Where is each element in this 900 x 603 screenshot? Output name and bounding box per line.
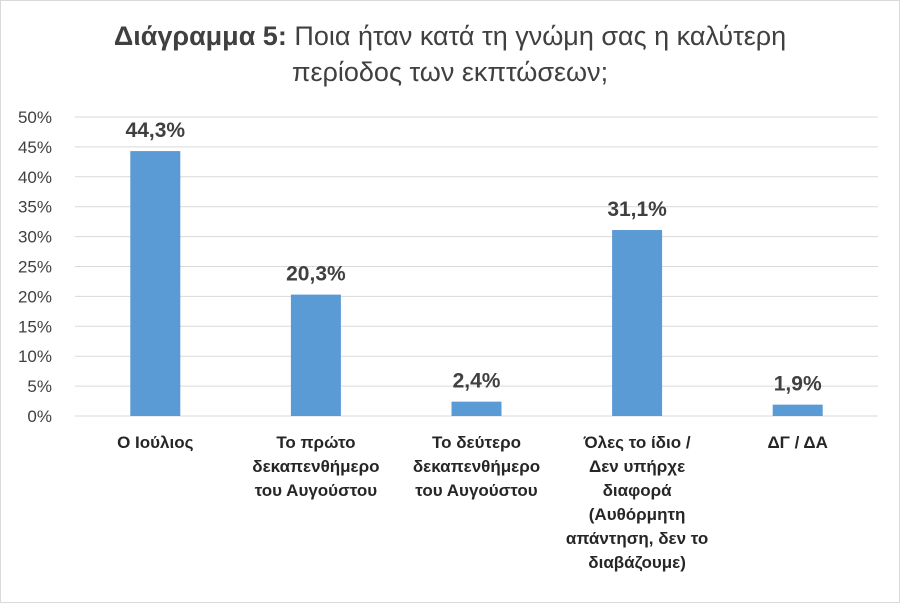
- x-tick-label: ΔΓ / ΔΑ: [767, 433, 827, 452]
- chart-title: Διάγραμμα 5: Ποια ήταν κατά τη γνώμη σας…: [0, 18, 900, 90]
- y-tick-label: 0%: [27, 407, 52, 426]
- y-tick-label: 35%: [18, 198, 52, 217]
- y-tick-label: 30%: [18, 228, 52, 247]
- chart-title-line2: περίοδος των εκπτώσεων;: [291, 57, 609, 87]
- y-tick-label: 20%: [18, 287, 52, 306]
- data-label: 1,9%: [774, 373, 822, 396]
- x-tick-label: Το δεύτερο δεκαπενθήμερο του Αυγούστου: [413, 433, 540, 500]
- x-tick-label: Το πρώτο δεκαπενθήμερο του Αυγούστου: [252, 433, 379, 500]
- chart-title-line1: Ποια ήταν κατά τη γνώμη σας η καλύτερη: [294, 21, 787, 51]
- y-tick-label: 50%: [18, 108, 52, 127]
- y-tick-label: 40%: [18, 168, 52, 187]
- bar: [451, 401, 502, 416]
- y-tick-label: 5%: [27, 377, 52, 396]
- bar: [130, 151, 181, 416]
- y-tick-label: 15%: [18, 317, 52, 336]
- bar: [772, 404, 823, 416]
- data-label: 31,1%: [607, 198, 667, 221]
- data-label: 44,3%: [126, 119, 186, 142]
- x-tick-label: Όλες το ίδιο / Δεν υπήρχε διαφορά (Αυθόρμητ…: [566, 433, 708, 572]
- data-label: 2,4%: [453, 370, 501, 393]
- y-tick-label: 25%: [18, 258, 52, 277]
- chart-title-prefix: Διάγραμμα 5:: [113, 21, 287, 51]
- y-tick-label: 45%: [18, 138, 52, 157]
- x-tick-label: Ο Ιούλιος: [117, 433, 194, 452]
- y-tick-label: 10%: [18, 347, 52, 366]
- bar: [612, 230, 663, 416]
- bar: [290, 294, 341, 416]
- data-label: 20,3%: [286, 263, 346, 286]
